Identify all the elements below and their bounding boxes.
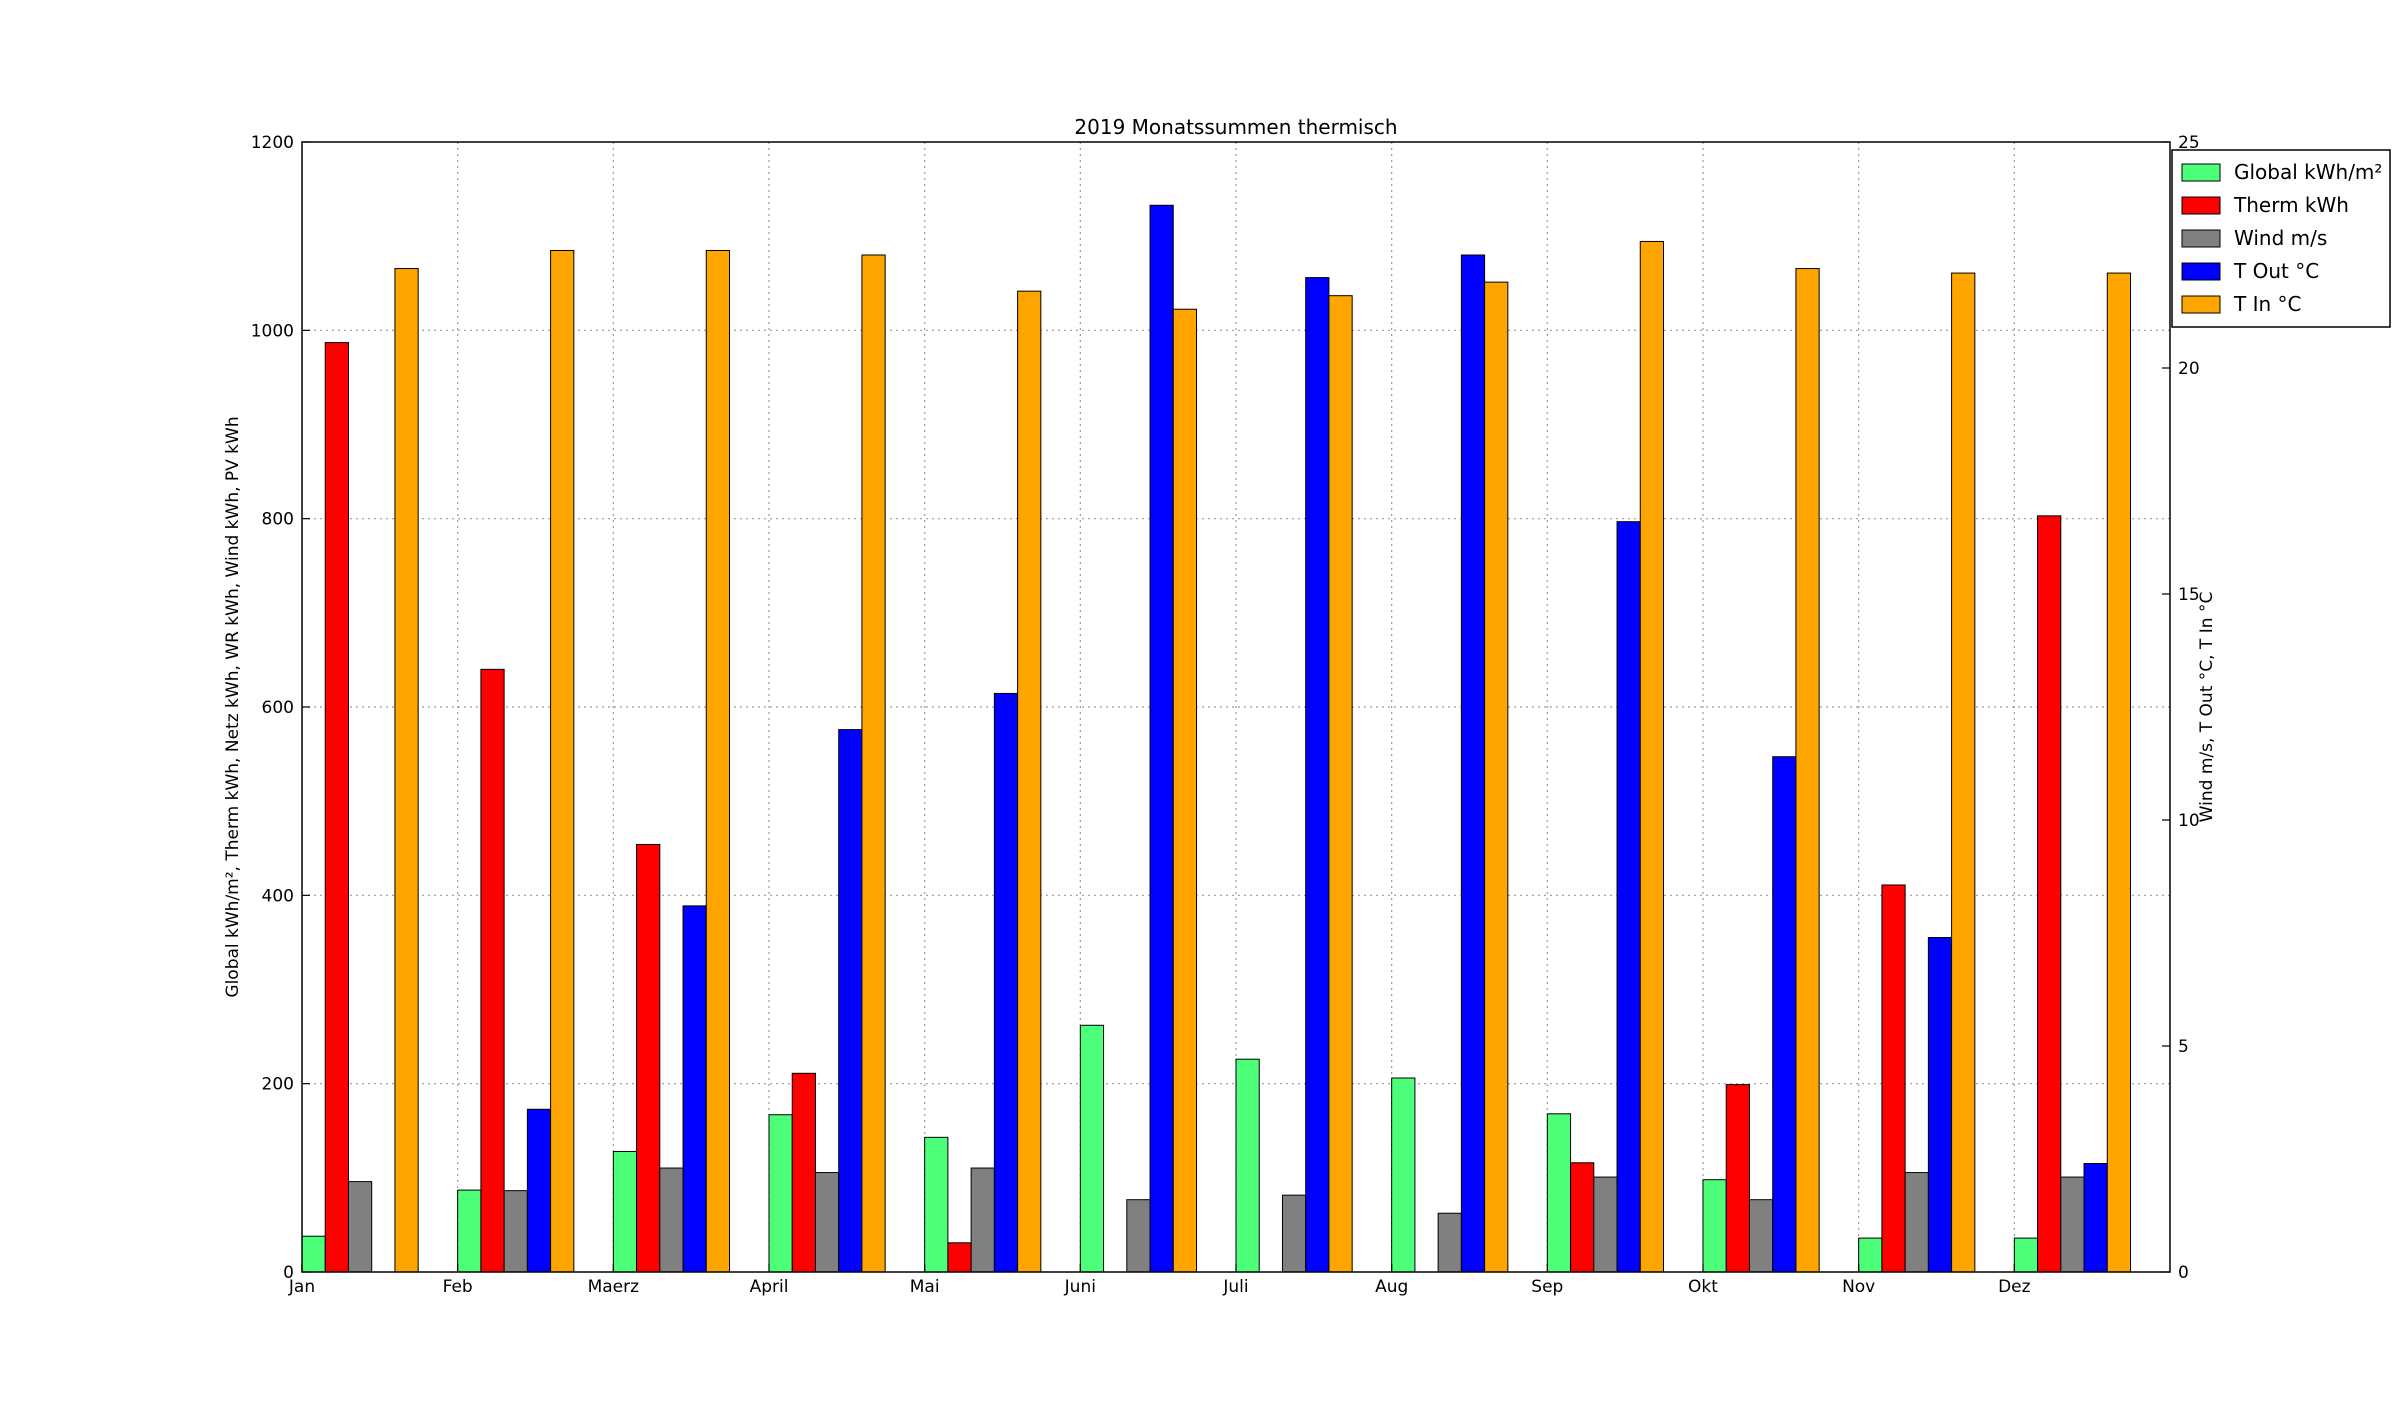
x-tick-label: Juni [1064, 1277, 1096, 1297]
bar-Maerz-2 [659, 1167, 684, 1273]
y-tick-label-left: 800 [262, 510, 294, 530]
bar-Dez-4 [2106, 272, 2132, 1273]
bar-Feb-3 [526, 1108, 552, 1273]
bar-Sep-0 [1546, 1113, 1572, 1273]
bar-Mai-4 [1017, 290, 1042, 1273]
chart-title: 2019 Monatssummen thermisch [1074, 115, 1397, 139]
x-tick-label: Maerz [588, 1277, 640, 1297]
bars [301, 204, 2132, 1273]
bar-Nov-2 [1904, 1172, 1929, 1273]
legend-swatch [2181, 163, 2221, 182]
bar-Juni-3 [1149, 204, 1174, 1273]
bar-Sep-4 [1639, 240, 1665, 1273]
y-axis-label-right: Wind m/s, T Out °C, T In °C [2197, 592, 2217, 823]
x-tick-label: Jan [288, 1277, 315, 1297]
bar-Sep-3 [1616, 521, 1641, 1273]
legend: Global kWh/m² Therm kWh Wind m/s T Out °C T … [2171, 149, 2391, 328]
y-tick-label-left: 1200 [251, 133, 294, 153]
bar-Juli-3 [1305, 277, 1330, 1273]
x-tick-label: Feb [443, 1277, 473, 1297]
y-tick-label-left: 400 [262, 886, 294, 906]
y-tick-label-right: 5 [2178, 1037, 2189, 1057]
bar-Dez-2 [2060, 1176, 2085, 1273]
bar-Nov-0 [1858, 1237, 1883, 1273]
x-tick-label: Nov [1842, 1277, 1875, 1297]
bar-Juli-4 [1328, 295, 1353, 1273]
bar-Mai-1 [947, 1242, 972, 1273]
bar-Juni-2 [1126, 1199, 1151, 1273]
bar-Aug-3 [1460, 254, 1486, 1273]
y-axis-label-left: Global kWh/m², Therm kWh, Netz kWh, WR k… [223, 416, 243, 997]
y-tick-label-left: 600 [262, 698, 294, 718]
bar-Juni-4 [1172, 308, 1198, 1273]
x-tick-label: Juli [1222, 1277, 1248, 1297]
bar-Maerz-3 [682, 905, 707, 1273]
bar-April-2 [814, 1172, 840, 1273]
bar-April-0 [768, 1114, 793, 1273]
bar-Feb-4 [550, 249, 575, 1273]
bar-April-1 [791, 1072, 816, 1273]
x-tick-label: Aug [1375, 1277, 1408, 1297]
legend-swatch [2181, 262, 2221, 281]
bar-April-3 [838, 729, 863, 1273]
legend-entry: T In °C [2233, 292, 2301, 316]
bar-Aug-0 [1391, 1077, 1416, 1273]
bar-Aug-2 [1437, 1212, 1462, 1273]
bar-Juli-0 [1235, 1058, 1260, 1273]
ticks: 0 200 400 600 800 1000 1200 0 5 10 15 20 25 Jan Feb Mae… [251, 133, 2200, 1297]
y-tick-label-right: 25 [2178, 133, 2200, 153]
bar-Nov-3 [1927, 937, 1953, 1273]
y-tick-label-left: 0 [283, 1263, 294, 1283]
y-tick-label-right: 10 [2178, 811, 2200, 831]
bar-Feb-0 [457, 1189, 482, 1273]
x-tick-label: Okt [1688, 1277, 1718, 1297]
bar-Dez-3 [2083, 1163, 2108, 1273]
bar-Jan-2 [347, 1181, 373, 1273]
x-tick-label: Sep [1531, 1277, 1563, 1297]
bar-Maerz-1 [636, 843, 661, 1273]
bar-Maerz-0 [612, 1150, 638, 1273]
bar-Aug-4 [1484, 281, 1509, 1273]
bar-Jan-4 [394, 268, 419, 1273]
y-tick-label-right: 15 [2178, 585, 2200, 605]
bar-Okt-0 [1702, 1179, 1727, 1273]
y-tick-label-right: 0 [2178, 1263, 2189, 1283]
bar-Jan-1 [324, 342, 349, 1273]
grid [302, 142, 2170, 1272]
legend-swatch [2181, 295, 2221, 314]
bar-Nov-1 [1881, 884, 1906, 1273]
bar-Sep-2 [1593, 1176, 1618, 1273]
bar-Feb-1 [480, 668, 505, 1273]
y-tick-label-left: 1000 [251, 321, 294, 341]
y-tick-label-left: 200 [262, 1075, 294, 1095]
legend-entry: Global kWh/m² [2234, 160, 2382, 184]
legend-swatch [2181, 229, 2221, 248]
bar-Juli-2 [1281, 1194, 1307, 1273]
x-tick-label: Mai [910, 1277, 940, 1297]
bar-Feb-2 [503, 1190, 528, 1273]
bar-Mai-3 [993, 692, 1019, 1273]
y-tick-label-right: 20 [2178, 359, 2200, 379]
bar-Dez-1 [2037, 515, 2062, 1273]
bar-Okt-4 [1795, 268, 1820, 1273]
bar-Jan-0 [301, 1235, 326, 1273]
x-tick-label: Dez [1998, 1277, 2031, 1297]
legend-swatch [2181, 196, 2221, 215]
bar-Sep-1 [1570, 1162, 1595, 1273]
bar-Okt-2 [1748, 1199, 1774, 1273]
bar-Dez-0 [2013, 1237, 2039, 1273]
bar-Juni-0 [1079, 1024, 1105, 1273]
bar-Mai-0 [924, 1136, 949, 1273]
legend-entry: T Out °C [2233, 259, 2319, 283]
bar-Maerz-4 [705, 249, 731, 1273]
x-tick-label: April [750, 1277, 789, 1297]
legend-entry: Therm kWh [2233, 193, 2349, 217]
legend-entry: Wind m/s [2234, 226, 2327, 250]
bar-Nov-4 [1951, 272, 1976, 1273]
bar-Okt-1 [1725, 1084, 1750, 1273]
bar-Okt-3 [1772, 756, 1797, 1273]
bar-April-4 [861, 254, 886, 1273]
bar-Mai-2 [970, 1167, 995, 1273]
